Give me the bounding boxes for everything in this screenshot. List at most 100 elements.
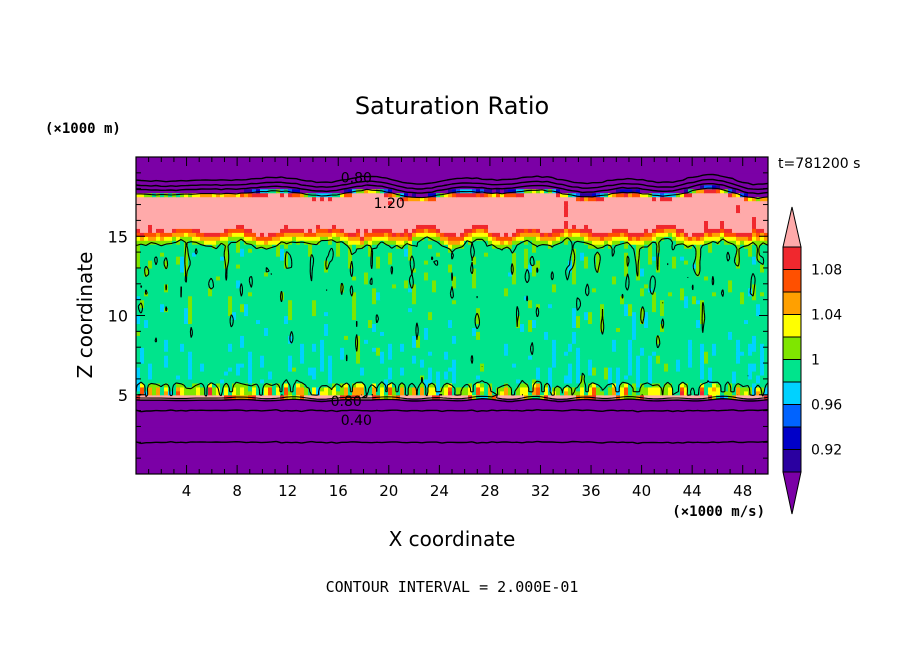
field-cell — [548, 331, 573, 336]
field-cell — [736, 192, 741, 198]
field-cell — [712, 244, 737, 249]
field-cell — [564, 204, 569, 210]
field-cell — [736, 240, 741, 245]
field-cell — [424, 331, 429, 336]
field-cell — [644, 315, 649, 321]
field-cell — [140, 319, 145, 325]
colorbar-label: 1 — [811, 353, 820, 369]
field-cell — [192, 228, 201, 233]
field-cell — [576, 196, 581, 202]
field-cell — [356, 359, 361, 364]
field-cell — [676, 363, 681, 368]
field-cell — [528, 252, 573, 257]
field-cell — [372, 248, 405, 253]
field-cell — [240, 343, 245, 348]
field-cell — [356, 244, 365, 249]
field-cell — [696, 248, 701, 253]
field-cell — [136, 410, 768, 416]
field-cell — [372, 291, 377, 297]
field-cell — [268, 374, 273, 380]
field-cell — [312, 307, 317, 313]
field-cell — [416, 224, 437, 229]
field-cell — [704, 370, 709, 376]
field-cell — [512, 244, 533, 249]
field-cell — [628, 303, 633, 309]
field-cell — [136, 256, 141, 261]
field-cell — [648, 359, 653, 364]
field-cell — [376, 347, 381, 352]
field-cell — [324, 339, 357, 344]
field-cell — [144, 236, 149, 241]
field-cell — [356, 355, 361, 360]
field-cell — [660, 240, 677, 245]
field-cell — [700, 343, 705, 348]
field-cell — [720, 240, 725, 245]
field-cell — [632, 188, 637, 194]
field-cell — [652, 374, 701, 380]
field-cell — [136, 343, 165, 348]
field-cell — [224, 192, 237, 198]
field-cell — [568, 367, 573, 372]
field-cell — [312, 347, 317, 352]
field-cell — [444, 370, 449, 376]
field-cell — [148, 224, 153, 229]
field-cell — [236, 283, 241, 289]
field-cell — [576, 192, 581, 198]
field-cell — [348, 252, 353, 257]
field-cell — [504, 390, 509, 396]
field-cell — [184, 252, 189, 257]
field-cell — [736, 382, 741, 388]
field-cell — [340, 347, 345, 352]
field-cell — [288, 311, 293, 317]
field-cell — [244, 339, 289, 344]
field-cell — [516, 192, 525, 198]
field-cell — [284, 192, 289, 198]
field-cell — [492, 386, 497, 392]
field-cell — [612, 244, 625, 249]
field-cell — [240, 303, 245, 309]
field-cell — [608, 367, 613, 372]
field-cell — [144, 351, 189, 356]
field-cell — [476, 256, 513, 261]
field-cell — [356, 303, 529, 309]
field-cell — [480, 315, 517, 321]
field-cell — [584, 315, 589, 321]
field-cell — [184, 248, 189, 253]
field-cell — [588, 359, 593, 364]
field-cell — [244, 188, 253, 194]
field-cell — [548, 335, 573, 340]
field-cell — [740, 248, 749, 253]
field-cell — [604, 390, 609, 396]
field-cell — [588, 370, 593, 376]
field-cell — [716, 394, 721, 400]
field-cell — [564, 232, 569, 237]
field-cell — [136, 367, 141, 372]
field-cell — [324, 267, 329, 273]
field-cell — [452, 263, 513, 269]
field-cell — [684, 287, 729, 293]
field-cell — [324, 351, 341, 356]
field-cell — [652, 248, 657, 253]
field-cell — [136, 394, 141, 400]
field-cell — [424, 327, 429, 332]
field-cell — [488, 240, 493, 245]
field-cell — [572, 192, 577, 198]
field-cell — [560, 236, 585, 241]
field-cell — [240, 386, 245, 392]
field-cell — [140, 374, 149, 380]
field-cell — [332, 363, 421, 368]
field-cell — [228, 244, 237, 249]
field-cell — [520, 390, 529, 396]
field-cell — [228, 307, 233, 313]
field-cell — [760, 374, 768, 380]
field-cell — [628, 370, 633, 376]
field-cell — [332, 224, 337, 229]
field-cell — [140, 295, 189, 301]
field-cell — [684, 256, 697, 261]
field-cell — [136, 160, 768, 166]
field-cell — [512, 256, 517, 261]
field-cell — [444, 386, 449, 392]
field-cell — [476, 382, 481, 388]
field-cell — [444, 382, 449, 388]
field-cell — [640, 263, 657, 269]
